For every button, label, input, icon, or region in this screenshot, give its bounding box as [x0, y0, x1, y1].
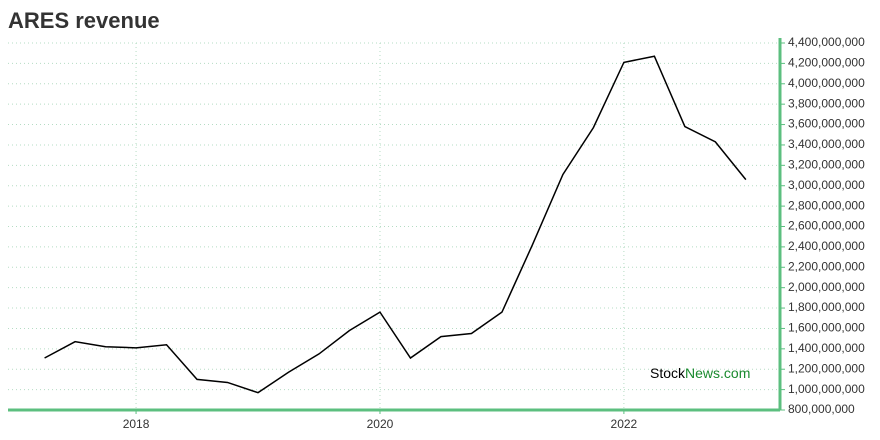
y-tick-label: 1,000,000,000	[788, 382, 865, 396]
y-tick-label: 2,000,000,000	[788, 280, 865, 294]
y-tick-label: 1,600,000,000	[788, 321, 865, 335]
y-tick-label: 1,800,000,000	[788, 300, 865, 314]
y-tick-label: 3,400,000,000	[788, 137, 865, 151]
y-tick-label: 4,400,000,000	[788, 35, 865, 49]
y-tick-label: 3,000,000,000	[788, 178, 865, 192]
line-series	[44, 55, 747, 394]
y-tick-label: 3,800,000,000	[788, 96, 865, 110]
y-tick-label: 3,600,000,000	[788, 117, 865, 131]
x-tick-label: 2020	[367, 417, 394, 431]
x-tick-label: 2022	[611, 417, 638, 431]
y-tick-label: 1,400,000,000	[788, 341, 865, 355]
watermark-part: News.com	[685, 365, 750, 381]
y-tick-label: 800,000,000	[788, 402, 855, 416]
x-tick-label: 2018	[123, 417, 150, 431]
y-tick-label: 2,400,000,000	[788, 239, 865, 253]
y-tick-label: 2,800,000,000	[788, 198, 865, 212]
y-tick-label: 2,200,000,000	[788, 259, 865, 273]
watermark: StockNews.com	[650, 365, 750, 381]
plot: 800,000,000 1,000,000,000 1,200,000,000 1,4…	[8, 35, 865, 431]
y-tick-label: 4,200,000,000	[788, 56, 865, 70]
chart-title: ARES revenue	[8, 8, 160, 33]
y-tick-label: 3,200,000,000	[788, 158, 865, 172]
y-tick-label: 2,600,000,000	[788, 219, 865, 233]
y-tick-label: 4,000,000,000	[788, 76, 865, 90]
y-tick-label: 1,200,000,000	[788, 361, 865, 375]
watermark-part: Stock	[650, 365, 686, 381]
